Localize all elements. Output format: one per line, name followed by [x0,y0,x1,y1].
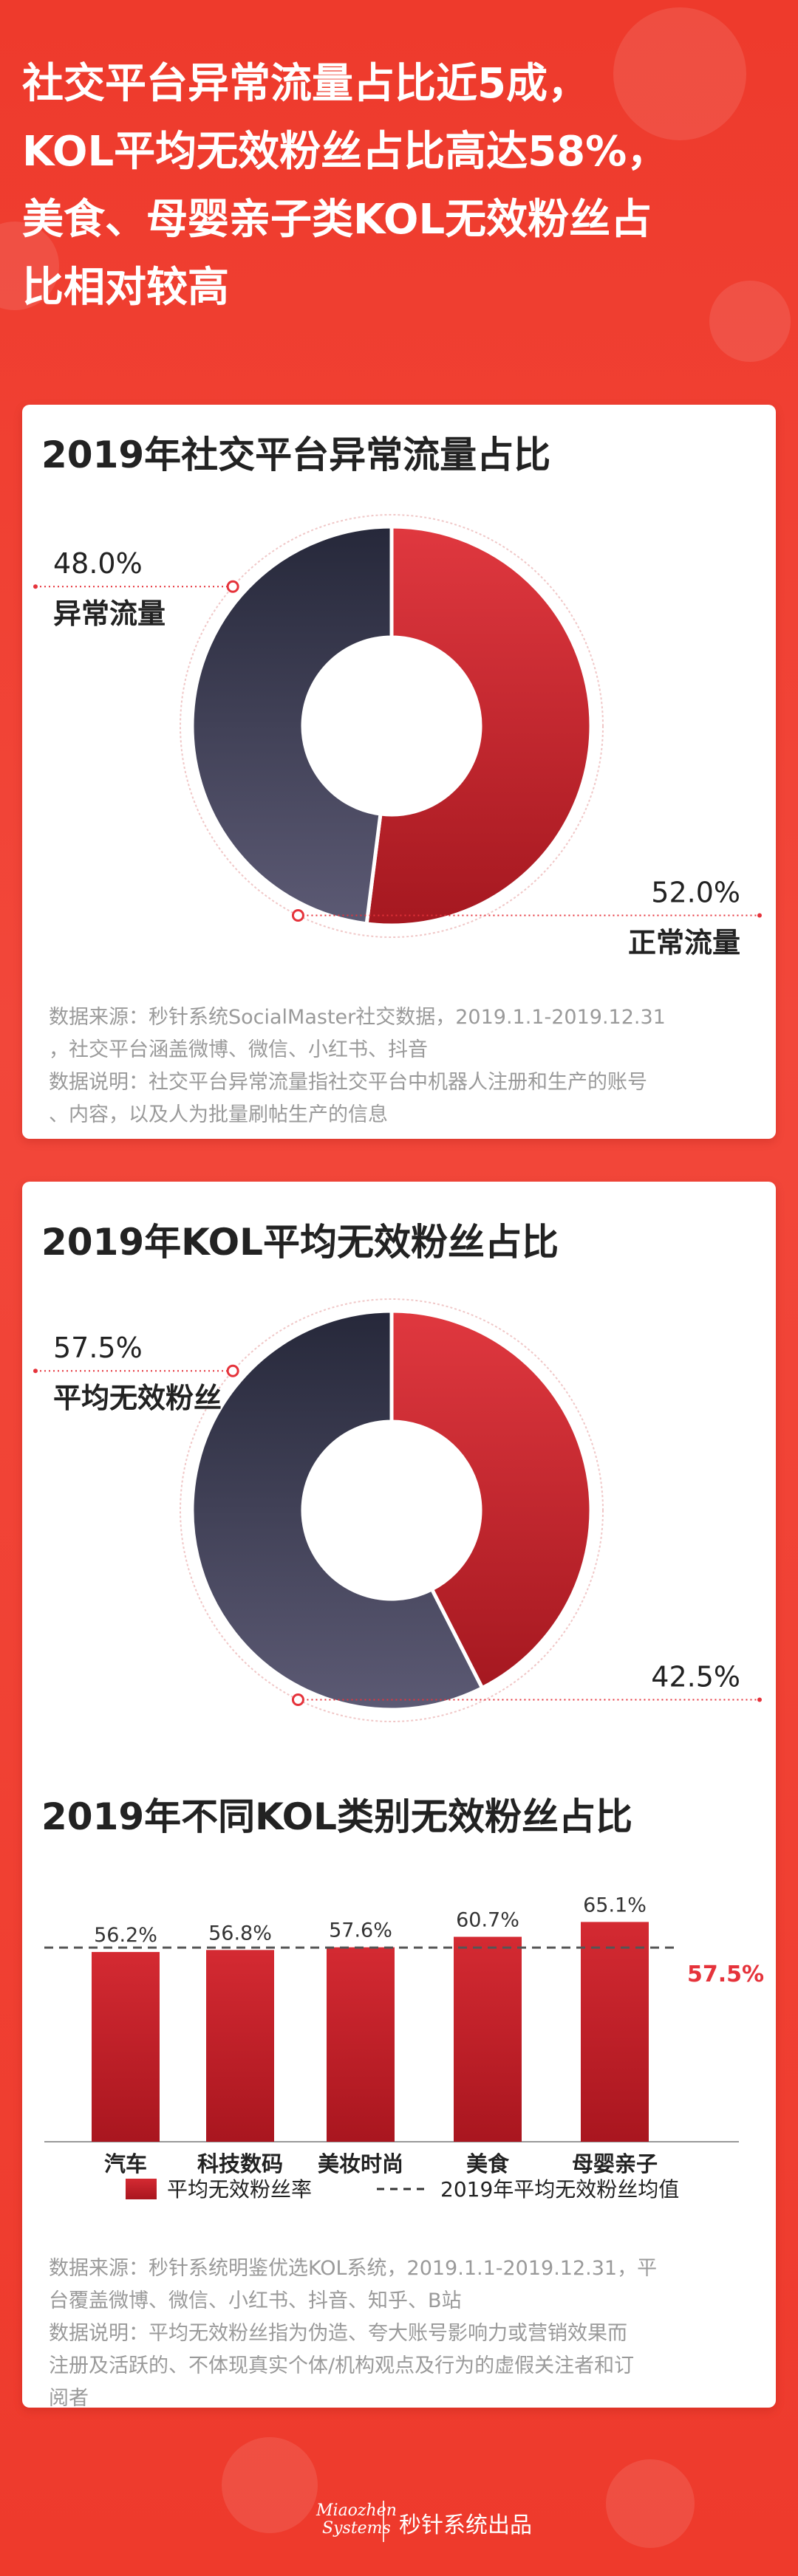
title-line: 社交平台异常流量占比近5成， [22,60,589,108]
category-tick-label: 科技数码 [197,2151,283,2176]
note-line: 阅者 [49,2387,89,2410]
title-line: 比相对较高 [22,264,229,312]
slice-category-label: 异常流量 [53,597,166,630]
data-source-note: 数据来源：秒针系统SocialMaster社交数据，2019.1.1-2019.… [49,1001,666,1131]
footer-divider [383,2501,384,2542]
bar [581,1922,649,2142]
legend-label: 2019年平均无效粉丝均值 [440,2177,679,2202]
bar-chart-title: 2019年不同KOL类别无效粉丝占比 [41,1795,633,1838]
leader-end-dot [33,1368,38,1374]
leader-dot [291,1693,304,1706]
slice-value-label: 42.5% [651,1660,740,1693]
bar-value-label: 56.8% [208,1922,272,1945]
note-line: 数据来源：秒针系统明鉴优选KOL系统，2019.1.1-2019.12.31，平 [49,2257,658,2280]
note-line: 注册及活跃的、不体现真实个体/机构观点及行为的虚假关注者和订 [49,2354,635,2377]
pie-slice-dark [190,1309,485,1712]
category-tick-label: 美食 [466,2151,510,2176]
bar [92,1952,160,2142]
decor-bubble [709,281,791,362]
footer-brand-text: 秒针系统出品 [399,2512,532,2538]
donut-outer-ring [180,514,604,938]
slice-category-label: 正常流量 [628,926,740,959]
leader-dot [226,1364,239,1377]
legend-label: 平均无效粉丝率 [167,2177,312,2202]
bar-value-label: 56.2% [94,1924,157,1947]
invalid-fans-card: 2019年KOL平均无效粉丝占比 57.5% 平均无效粉丝 42.5% 2019年不… [22,1182,776,2410]
note-line: ，社交平台涵盖微博、微信、小红书、抖音 [49,1038,428,1061]
data-source-note: 数据来源：秒针系统明鉴优选KOL系统，2019.1.1-2019.12.31，平… [49,2253,657,2415]
slice-category-label: 平均无效粉丝 [53,1382,222,1414]
pie-slice-dark [190,524,394,926]
bar-value-label: 57.6% [329,1919,392,1942]
category-tick-label: 美妆时尚 [318,2151,403,2176]
bar-value-label: 60.7% [456,1909,519,1932]
abnormal-traffic-card: 2019年社交平台异常流量占比 48.0% 异常流量 52.0% 正常流量 数据来源：… [22,405,776,1139]
leader-end-dot [33,584,38,589]
note-line: 数据说明：平均无效粉丝指为伪造、夸大账号影响力或营销效果而 [49,2322,627,2345]
footer: Miaozhen Systems 秒针系统出品 [0,2495,798,2554]
category-tick-label: 母婴亲子 [572,2151,658,2176]
kol-category-bar-chart: 56.2% 汽车 56.8% 科技数码 57.6% 美妆时尚 60.7% 美食 65.1% 母婴亲… [44,1894,764,2202]
leader-dot [226,580,239,593]
bar [454,1936,522,2142]
leader-end-dot [757,913,762,918]
bar [206,1950,274,2142]
card-title: 2019年KOL平均无效粉丝占比 [41,1221,559,1264]
donut-outer-ring [180,1298,604,1722]
logo-line: Miaozhen [316,2501,397,2520]
pie-slice-red [364,524,593,928]
note-line: 台覆盖微博、微信、小红书、抖音、知乎、B站 [49,2289,462,2312]
pie-slice-red [389,1309,593,1690]
slice-value-label: 48.0% [53,547,143,580]
legend-bar-swatch [126,2179,157,2199]
title-line: KOL平均无效粉丝占比高达58%， [22,128,669,176]
brand-logo: Miaozhen Systems [316,2502,397,2538]
kol-invalid-fans-donut-chart: 57.5% 平均无效粉丝 42.5% [33,1298,762,1722]
leader-dot [291,908,304,922]
category-tick-label: 汽车 [104,2151,147,2176]
slice-value-label: 57.5% [53,1332,143,1364]
bar-value-label: 65.1% [583,1894,647,1916]
note-line: 数据说明：社交平台异常流量指社交平台中机器人注册和生产的账号 [49,1071,647,1094]
note-line: 数据来源：秒针系统SocialMaster社交数据，2019.1.1-2019.… [49,1006,666,1029]
decor-bubble [613,7,746,140]
decor-bubble [606,2459,695,2548]
baseline-label: 57.5% [687,1962,764,1987]
bar [327,1947,395,2142]
slice-value-label: 52.0% [651,876,740,908]
abnormal-traffic-donut-chart: 48.0% 异常流量 52.0% 正常流量 [33,514,762,959]
decor-bubble [222,2437,318,2533]
logo-line: Systems [322,2519,391,2538]
leader-end-dot [757,1697,762,1702]
card-title: 2019年社交平台异常流量占比 [41,434,551,476]
page-title: 社交平台异常流量占比近5成， KOL平均无效粉丝占比高达58%， 美食、母婴亲子… [22,50,761,322]
note-line: 、内容，以及人为批量刷帖生产的信息 [49,1103,388,1126]
title-line: 美食、母婴亲子类KOL无效粉丝占 [22,196,652,244]
